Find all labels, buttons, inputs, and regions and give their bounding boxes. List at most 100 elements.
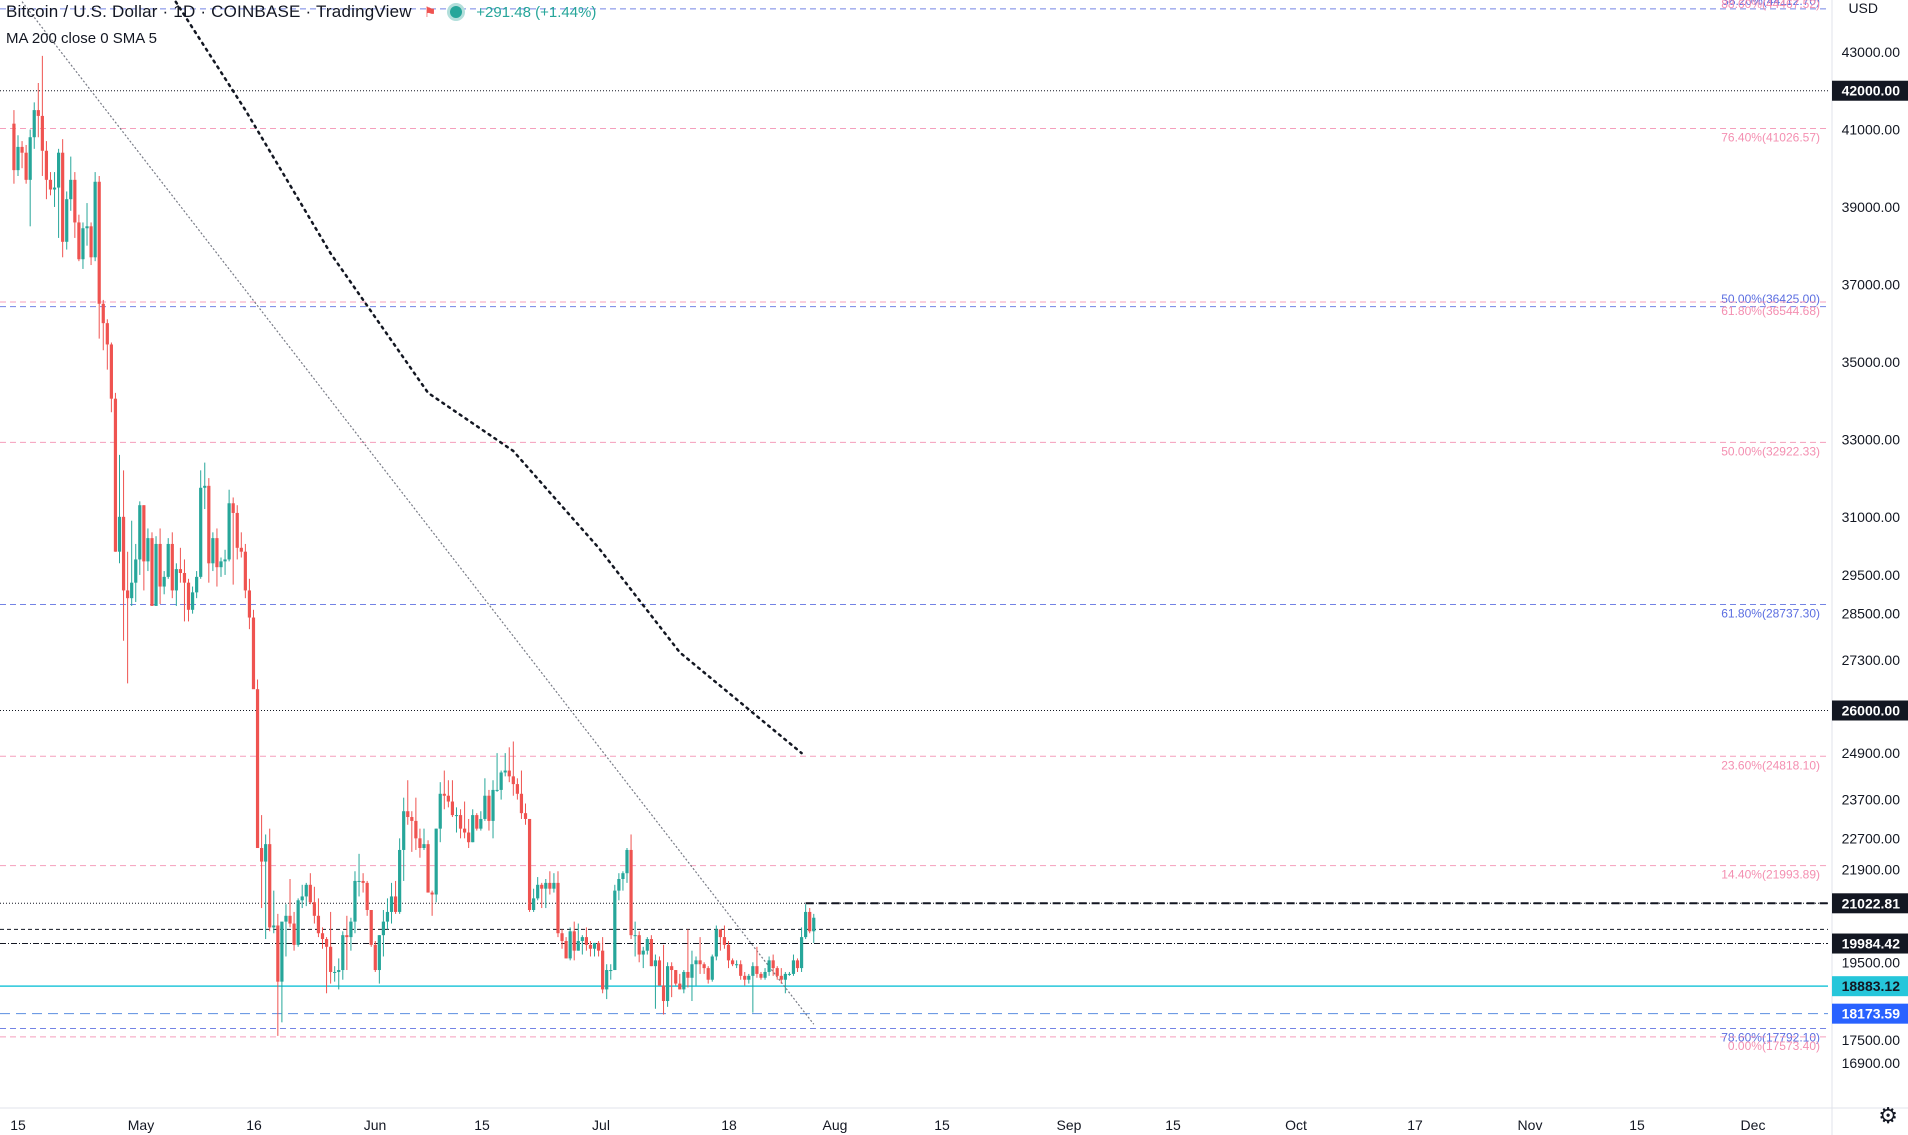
- candle-body: [324, 939, 329, 947]
- time-tick: Sep: [1057, 1117, 1082, 1133]
- candle-body: [613, 890, 617, 971]
- flag-icon[interactable]: ⚑: [423, 3, 437, 20]
- candle-body: [320, 933, 325, 940]
- candle: [479, 811, 483, 831]
- candle-body: [312, 902, 316, 916]
- candle: [52, 172, 57, 207]
- candle-body: [568, 931, 572, 959]
- candle-body: [288, 915, 292, 924]
- candle-body: [503, 770, 507, 773]
- candle-body: [276, 925, 280, 982]
- candle: [548, 871, 552, 895]
- candle: [126, 551, 130, 684]
- candle: [373, 940, 377, 972]
- candle-body: [479, 818, 483, 829]
- candle-body: [142, 505, 146, 562]
- candle: [130, 520, 134, 606]
- price-label: 21022.81: [1842, 895, 1901, 911]
- candle-body: [304, 884, 308, 897]
- candle: [633, 921, 637, 957]
- candle: [231, 497, 235, 585]
- candle: [150, 532, 154, 606]
- candle-body: [475, 815, 479, 829]
- candle: [77, 214, 81, 262]
- candle-body: [146, 538, 150, 562]
- candle: [572, 921, 576, 961]
- candle: [272, 890, 276, 934]
- candle: [799, 927, 804, 972]
- candle: [410, 811, 414, 852]
- time-tick: 15: [934, 1117, 950, 1133]
- time-tick: 18: [721, 1117, 737, 1133]
- time-axis[interactable]: 15 May 16 Jun 15 Jul 18 Aug 15 Sep 15 Oct 17 Nov 15 Dec: [0, 1107, 1908, 1133]
- candle: [178, 547, 182, 583]
- candle-body: [718, 929, 722, 938]
- candle: [219, 557, 223, 577]
- candle-body: [89, 226, 93, 258]
- candle-body: [28, 137, 32, 180]
- price-tick: 21900.00: [1842, 861, 1901, 877]
- candle-body: [495, 789, 499, 791]
- candle-body: [292, 923, 296, 945]
- candle: [48, 172, 53, 196]
- candle: [93, 172, 97, 262]
- candle-body: [308, 884, 312, 903]
- candle-body: [44, 150, 49, 180]
- symbol-title[interactable]: Bitcoin / U.S. Dollar · 1D · COINBASE · …: [6, 2, 412, 21]
- candle-body: [389, 896, 394, 912]
- candle-body: [714, 929, 718, 957]
- candle-body: [609, 970, 613, 972]
- candle: [190, 586, 195, 614]
- price-axis[interactable]: 43000.00 41000.00 39000.00 37000.00 35000.00…: [1831, 0, 1901, 1135]
- candle: [503, 753, 507, 777]
- indicator-legend[interactable]: MA 200 close 0 SMA 5: [6, 30, 157, 47]
- candle: [759, 971, 763, 980]
- candle: [288, 879, 292, 928]
- candle-body: [385, 911, 390, 922]
- candle-body: [702, 964, 706, 969]
- candle: [195, 571, 199, 599]
- price-tick: 39000.00: [1842, 199, 1901, 215]
- currency-label[interactable]: USD: [1848, 0, 1878, 16]
- candle: [580, 935, 584, 955]
- candle: [105, 319, 109, 370]
- candle: [211, 532, 215, 572]
- candle: [674, 970, 678, 986]
- gear-icon[interactable]: ⚙: [1878, 1103, 1898, 1128]
- candle-body: [296, 900, 300, 945]
- fib-label: 88.60%(44467.52): [1721, 0, 1820, 11]
- candle-body: [138, 505, 142, 560]
- candle: [349, 917, 353, 951]
- candle-body: [527, 818, 532, 910]
- candle: [308, 873, 312, 905]
- candle: [247, 578, 252, 630]
- candle: [40, 55, 44, 176]
- candle-body: [446, 795, 450, 802]
- candle-body: [73, 179, 77, 223]
- candle-body: [633, 935, 637, 937]
- candle-body: [316, 915, 321, 934]
- candle: [791, 954, 796, 976]
- time-tick: 17: [1407, 1117, 1423, 1133]
- candle-body: [381, 921, 385, 936]
- candle: [418, 828, 422, 858]
- candle: [426, 840, 430, 893]
- candle: [458, 809, 463, 839]
- sma200-line: [173, 0, 803, 755]
- candle-body: [211, 538, 215, 564]
- candle-body: [406, 811, 410, 818]
- candle: [296, 898, 300, 947]
- candle: [471, 809, 475, 843]
- candle: [223, 549, 227, 575]
- candle-body: [101, 303, 105, 324]
- candle-body: [48, 179, 53, 190]
- candle: [134, 543, 138, 603]
- candle: [641, 946, 645, 969]
- fib-label: 14.40%(21993.89): [1721, 868, 1820, 882]
- candle-body: [61, 152, 65, 242]
- candle-body: [373, 944, 377, 971]
- candle-body: [682, 971, 686, 990]
- candle: [609, 964, 613, 980]
- candle-body: [341, 935, 345, 971]
